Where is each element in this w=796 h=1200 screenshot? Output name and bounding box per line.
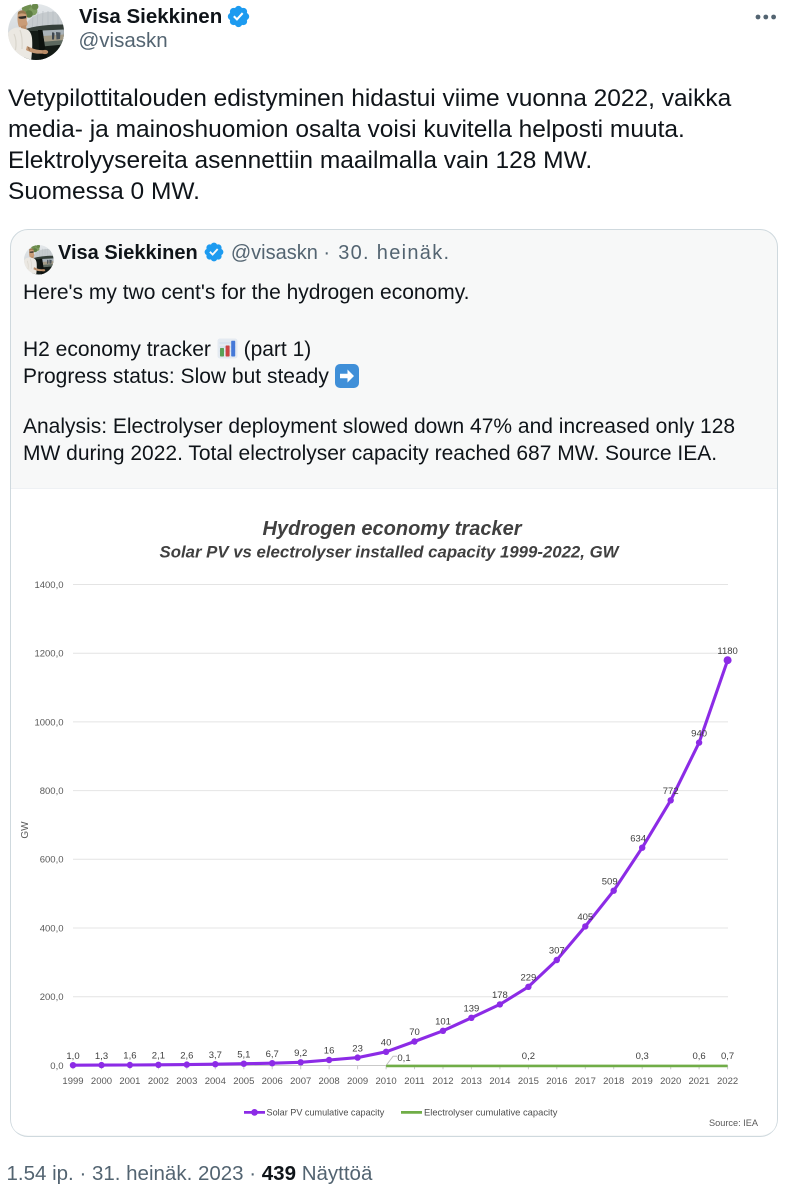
svg-text:229: 229: [520, 973, 536, 984]
svg-text:5,1: 5,1: [237, 1049, 250, 1060]
svg-text:6,7: 6,7: [266, 1049, 279, 1060]
svg-text:70: 70: [409, 1027, 420, 1038]
svg-text:Solar PV vs electrolyser insta: Solar PV vs electrolyser installed capac…: [160, 543, 621, 562]
svg-text:16: 16: [324, 1046, 335, 1057]
svg-text:2003: 2003: [176, 1076, 197, 1087]
svg-text:1200,0: 1200,0: [34, 649, 63, 660]
svg-text:200,0: 200,0: [40, 992, 64, 1003]
svg-text:Hydrogen economy tracker: Hydrogen economy tracker: [263, 518, 523, 540]
svg-text:400,0: 400,0: [40, 923, 64, 934]
svg-text:0,6: 0,6: [692, 1051, 705, 1062]
svg-text:139: 139: [463, 1004, 479, 1015]
svg-text:800,0: 800,0: [40, 786, 64, 797]
svg-text:40: 40: [381, 1038, 392, 1049]
svg-text:1,0: 1,0: [66, 1051, 79, 1062]
svg-text:2015: 2015: [518, 1076, 539, 1087]
svg-text:2022: 2022: [717, 1076, 738, 1087]
svg-text:2004: 2004: [205, 1076, 226, 1087]
svg-text:405: 405: [577, 912, 593, 923]
svg-text:2017: 2017: [575, 1076, 596, 1087]
svg-text:9,2: 9,2: [294, 1048, 307, 1059]
svg-text:178: 178: [492, 990, 508, 1001]
svg-text:2010: 2010: [376, 1076, 397, 1087]
svg-text:2007: 2007: [290, 1076, 311, 1087]
svg-text:509: 509: [602, 876, 618, 887]
svg-text:Solar PV cumulative capacity: Solar PV cumulative capacity: [267, 1108, 385, 1118]
svg-text:2011: 2011: [404, 1076, 424, 1087]
svg-text:2008: 2008: [319, 1076, 340, 1087]
svg-text:2018: 2018: [603, 1076, 624, 1087]
svg-text:3,7: 3,7: [209, 1050, 222, 1061]
svg-text:1,3: 1,3: [95, 1051, 108, 1062]
svg-text:Electrolyser cumulative capaci: Electrolyser cumulative capacity: [424, 1107, 558, 1118]
svg-text:634: 634: [630, 833, 646, 844]
svg-text:2,6: 2,6: [180, 1050, 193, 1061]
svg-text:0,0: 0,0: [50, 1061, 63, 1072]
svg-text:600,0: 600,0: [40, 855, 64, 866]
svg-text:1400,0: 1400,0: [34, 580, 63, 591]
svg-text:2,1: 2,1: [152, 1051, 165, 1062]
svg-text:0,3: 0,3: [636, 1051, 649, 1062]
svg-text:2006: 2006: [262, 1076, 283, 1087]
svg-text:2000: 2000: [91, 1076, 112, 1087]
svg-text:2012: 2012: [432, 1076, 453, 1087]
svg-text:0,7: 0,7: [721, 1051, 734, 1062]
svg-text:23: 23: [352, 1043, 363, 1054]
svg-text:2019: 2019: [632, 1076, 653, 1087]
svg-text:0,1: 0,1: [397, 1053, 410, 1064]
svg-text:2020: 2020: [660, 1076, 681, 1087]
svg-text:0,2: 0,2: [522, 1051, 535, 1062]
svg-text:2005: 2005: [233, 1076, 254, 1087]
svg-text:Source: IEA: Source: IEA: [709, 1118, 759, 1128]
svg-text:2016: 2016: [546, 1076, 567, 1087]
svg-text:2002: 2002: [148, 1076, 169, 1087]
svg-text:2001: 2001: [119, 1076, 140, 1087]
svg-text:772: 772: [663, 786, 679, 797]
svg-text:307: 307: [549, 946, 565, 957]
svg-text:2014: 2014: [489, 1076, 510, 1087]
svg-text:1180: 1180: [717, 646, 737, 657]
svg-text:101: 101: [435, 1017, 451, 1028]
svg-text:940: 940: [691, 728, 707, 739]
svg-text:2013: 2013: [461, 1076, 482, 1087]
svg-text:2009: 2009: [347, 1076, 368, 1087]
svg-text:1999: 1999: [62, 1076, 83, 1087]
svg-text:GW: GW: [20, 821, 31, 839]
svg-text:2021: 2021: [689, 1076, 710, 1087]
svg-text:1000,0: 1000,0: [34, 717, 63, 728]
svg-text:1,6: 1,6: [123, 1051, 136, 1062]
